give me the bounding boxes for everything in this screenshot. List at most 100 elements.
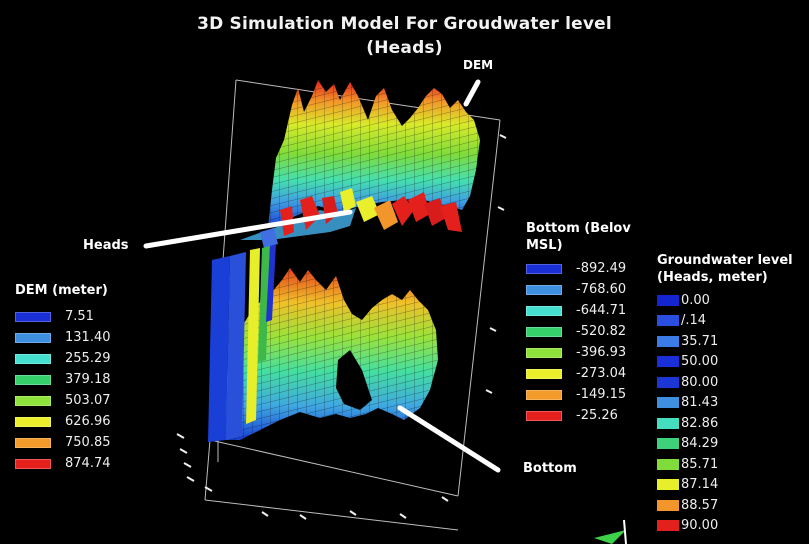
- bottom-legend-item: -396.93: [526, 342, 631, 363]
- bottom-legend: Bottom (Belov MSL) -892.49 -768.60 -644.71…: [526, 220, 631, 426]
- dem-legend-item: 7.51: [15, 306, 111, 327]
- callout-lines: [143, 79, 501, 473]
- groundwater-legend-item: 35.71: [657, 331, 793, 352]
- dem-legend-swatch: [15, 458, 51, 469]
- bottom-legend-title-line1: Bottom (Belov: [526, 221, 631, 236]
- groundwater-legend-swatch: [657, 356, 679, 368]
- bottom-legend-value: -149.15: [576, 387, 627, 402]
- dem-legend-item: 750.85: [15, 432, 111, 453]
- dem-legend-value: 503.07: [65, 393, 111, 408]
- bottom-legend-item: -520.82: [526, 321, 631, 342]
- heads-callout-label: Heads: [83, 238, 129, 253]
- bottom-legend-value: -520.82: [576, 324, 627, 339]
- bottom-legend-swatch: [526, 368, 562, 379]
- groundwater-legend-item: 0.00: [657, 290, 793, 311]
- groundwater-legend-item: 85.71: [657, 454, 793, 475]
- heads-surface: [260, 188, 462, 248]
- dem-legend-swatch: [15, 311, 51, 322]
- bottom-legend-title-line2: MSL): [526, 238, 563, 253]
- dem-legend-item: 131.40: [15, 327, 111, 348]
- groundwater-legend-swatch: [657, 520, 679, 532]
- bottom-legend-swatch: [526, 347, 562, 358]
- bottom-legend-item: -644.71: [526, 300, 631, 321]
- axis-marker-line: [623, 519, 627, 544]
- groundwater-legend-value: 0.00: [681, 292, 710, 308]
- bottom-legend-swatch: [526, 410, 562, 421]
- groundwater-legend-title-line2: (Heads, meter): [657, 270, 768, 285]
- bottom-legend-item: -768.60: [526, 279, 631, 300]
- groundwater-legend-value: 88.57: [681, 497, 719, 513]
- bottom-legend-value: -396.93: [576, 345, 627, 360]
- dem-legend-rows: 7.51 131.40 255.29 379.18 503.07 626.96 750.85…: [15, 306, 111, 474]
- groundwater-legend-value: 84.29: [681, 436, 719, 452]
- groundwater-legend-value: /.14: [681, 313, 707, 329]
- groundwater-legend-swatch: [657, 438, 679, 450]
- groundwater-legend-swatch: [657, 315, 679, 327]
- bottom-legend-rows: -892.49 -768.60 -644.71 -520.82 -396.93 -273.…: [526, 258, 631, 426]
- page-subtitle: (Heads): [366, 38, 443, 58]
- groundwater-legend-value: 80.00: [681, 374, 719, 390]
- bottom-legend-value: -892.49: [576, 261, 627, 276]
- bottom-legend-value: -25.26: [576, 408, 618, 423]
- bottom-legend-value: -768.60: [576, 282, 627, 297]
- bottom-legend-swatch: [526, 284, 562, 295]
- dem-legend-value: 379.18: [65, 372, 111, 387]
- dem-legend-value: 7.51: [65, 309, 94, 324]
- bottom-legend-swatch: [526, 326, 562, 337]
- bottom-legend-item: -149.15: [526, 384, 631, 405]
- dem-legend-swatch: [15, 374, 51, 385]
- dem-legend-item: 503.07: [15, 390, 111, 411]
- axis-ticks: [176, 134, 507, 520]
- bottom-legend-swatch: [526, 389, 562, 400]
- groundwater-legend-value: 85.71: [681, 456, 719, 472]
- dem-legend-swatch: [15, 437, 51, 448]
- bottom-legend-value: -644.71: [576, 303, 627, 318]
- dem-legend-swatch: [15, 395, 51, 406]
- dem-legend-title: DEM (meter): [15, 283, 108, 298]
- groundwater-legend-value: 50.00: [681, 354, 719, 370]
- groundwater-legend-swatch: [657, 417, 679, 429]
- groundwater-legend-swatch: [657, 499, 679, 511]
- groundwater-legend-item: 82.86: [657, 413, 793, 434]
- dem-legend-value: 255.29: [65, 351, 111, 366]
- dem-legend-value: 131.40: [65, 330, 111, 345]
- dem-legend-item: 379.18: [15, 369, 111, 390]
- dem-legend-value: 626.96: [65, 414, 111, 429]
- bottom-legend-item: -25.26: [526, 405, 631, 426]
- groundwater-legend-value: 90.00: [681, 518, 719, 534]
- page-title: 3D Simulation Model For Groudwater level: [197, 14, 612, 34]
- dem-legend-item: 626.96: [15, 411, 111, 432]
- groundwater-legend: Groundwater level (Heads, meter) 0.00 /.1…: [657, 252, 793, 536]
- dem-callout-label: DEM: [463, 58, 494, 72]
- bottom-surface: [220, 268, 438, 440]
- dem-legend-item: 874.74: [15, 453, 111, 474]
- dem-legend-swatch: [15, 353, 51, 364]
- groundwater-legend-swatch: [657, 335, 679, 347]
- groundwater-legend-item: 87.14: [657, 475, 793, 496]
- groundwater-legend-item: 84.29: [657, 434, 793, 455]
- dem-legend-value: 750.85: [65, 435, 111, 450]
- groundwater-legend-item: 90.00: [657, 516, 793, 537]
- dem-legend-item: 255.29: [15, 348, 111, 369]
- dem-legend-value: 874.74: [65, 456, 111, 471]
- groundwater-legend-swatch: [657, 479, 679, 491]
- groundwater-legend-swatch: [657, 376, 679, 388]
- groundwater-legend-item: /.14: [657, 311, 793, 332]
- groundwater-legend-value: 87.14: [681, 477, 719, 493]
- groundwater-legend-value: 82.86: [681, 415, 719, 431]
- bottom-legend-swatch: [526, 305, 562, 316]
- groundwater-legend-title-line1: Groundwater level: [657, 253, 793, 268]
- bottom-legend-item: -892.49: [526, 258, 631, 279]
- groundwater-legend-item: 80.00: [657, 372, 793, 393]
- groundwater-legend-swatch: [657, 294, 679, 306]
- groundwater-legend-value: 81.43: [681, 395, 719, 411]
- groundwater-legend-item: 88.57: [657, 495, 793, 516]
- bottom-legend-item: -273.04: [526, 363, 631, 384]
- dem-surface: [240, 80, 480, 240]
- dem-legend-swatch: [15, 332, 51, 343]
- groundwater-legend-rows: 0.00 /.14 35.71 50.00 80.00 81.43 82.86 84.29 85…: [657, 290, 793, 536]
- dem-legend: DEM (meter) 7.51 131.40 255.29 379.18 503.07…: [15, 282, 111, 474]
- groundwater-legend-swatch: [657, 397, 679, 409]
- groundwater-legend-swatch: [657, 458, 679, 470]
